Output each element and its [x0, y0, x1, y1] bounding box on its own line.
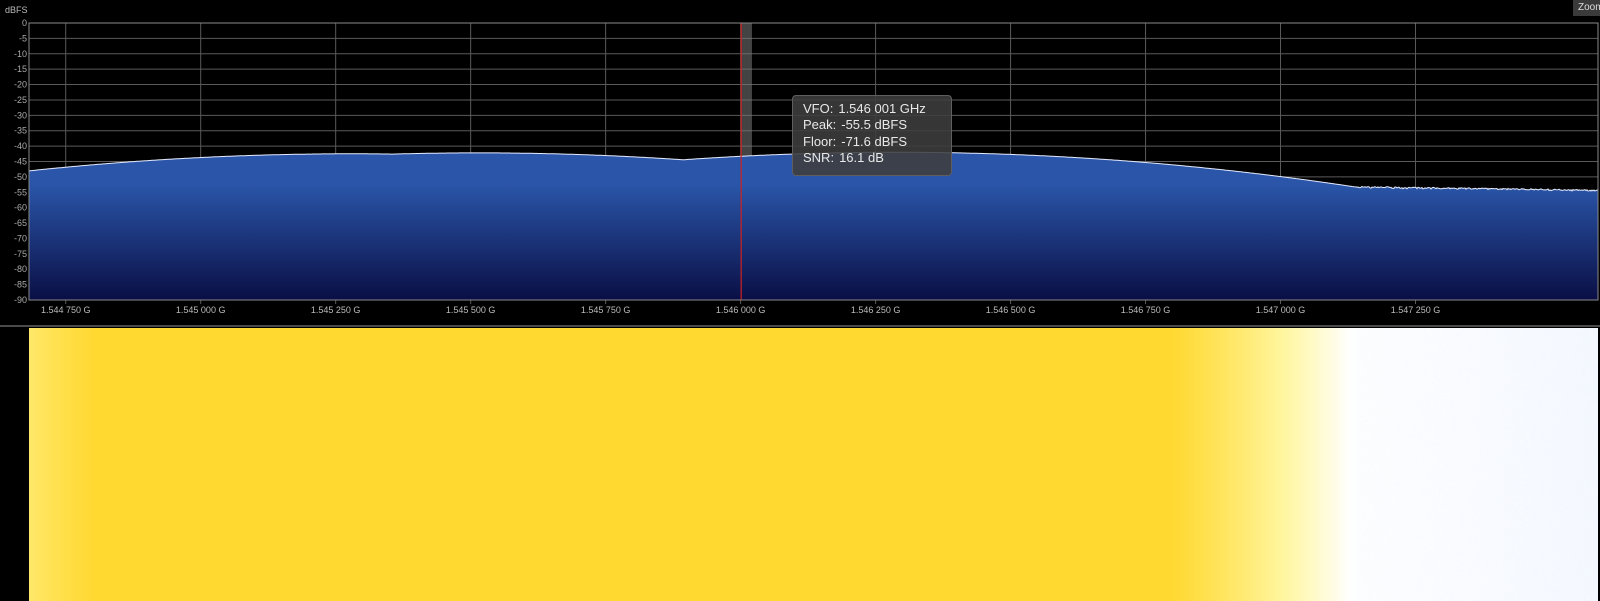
x-tick-label: 1.545 500 G	[446, 305, 496, 315]
x-tick-label: 1.546 750 G	[1121, 305, 1171, 315]
y-tick-label: -80	[14, 264, 27, 274]
floor-value: -71.6 dBFS	[841, 133, 907, 149]
x-tick-labels: 1.544 750 G 1.545 000 G 1.545 250 G 1.545 5…	[41, 305, 1440, 315]
spectrum-fill	[29, 152, 1598, 300]
spectrum-waterfall-divider[interactable]	[0, 325, 1600, 327]
y-tick-label: -90	[14, 295, 27, 305]
x-tick-label: 1.545 000 G	[176, 305, 226, 315]
y-tick-label: -65	[14, 218, 27, 228]
floor-row: Floor: -71.6 dBFS	[803, 134, 951, 150]
x-tick-label: 1.546 250 G	[851, 305, 901, 315]
y-tick-label: 0	[22, 18, 27, 28]
y-tick-label: -45	[14, 157, 27, 167]
peak-label: Peak:	[803, 117, 837, 133]
y-tick-labels: 0 -5 -10 -15 -20 -25 -30 -35 -40 -45 -50 -55 -60 -65 -…	[14, 18, 27, 305]
x-tick-label: 1.546 500 G	[986, 305, 1036, 315]
y-axis-label: dBFS	[5, 5, 28, 15]
y-tick-label: -10	[14, 49, 27, 59]
x-tick-label: 1.546 000 G	[716, 305, 766, 315]
peak-value: -55.5 dBFS	[841, 117, 908, 133]
y-tick-label: -55	[14, 187, 27, 197]
y-tick-label: -30	[14, 110, 27, 120]
x-tick-label: 1.547 000 G	[1256, 305, 1306, 315]
zoom-button[interactable]: Zoom	[1573, 0, 1600, 16]
y-tick-label: -5	[19, 33, 27, 43]
y-tick-label: -40	[14, 141, 27, 151]
y-tick-label: -20	[14, 80, 27, 90]
vfo-info-tooltip: VFO: 1.546 001 GHz Peak: -55.5 dBFS Floor:…	[792, 95, 952, 176]
x-tick-label: 1.545 250 G	[311, 305, 361, 315]
vfo-label: VFO:	[803, 101, 834, 116]
x-tick-label: 1.547 250 G	[1391, 305, 1441, 315]
floor-label: Floor:	[803, 133, 837, 149]
y-tick-label: -85	[14, 280, 27, 290]
y-tick-label: -50	[14, 172, 27, 182]
snr-row: SNR: 16.1 dB	[803, 150, 951, 166]
y-tick-label: -15	[14, 64, 27, 74]
spectrum-chart[interactable]: dBFS 0 -5 -10 -15 -20 -25 -30 -35 -40 -45 -50 -55 -6…	[0, 0, 1600, 326]
y-tick-label: -25	[14, 95, 27, 105]
y-tick-label: -60	[14, 203, 27, 213]
vfo-row: VFO: 1.546 001 GHz	[803, 101, 951, 117]
y-tick-label: -75	[14, 249, 27, 259]
waterfall-display[interactable]	[29, 328, 1598, 601]
y-tick-label: -70	[14, 233, 27, 243]
x-tick-label: 1.545 750 G	[581, 305, 631, 315]
vfo-value: 1.546 001 GHz	[838, 101, 926, 116]
peak-row: Peak: -55.5 dBFS	[803, 117, 951, 133]
y-tick-label: -35	[14, 126, 27, 136]
snr-label: SNR:	[803, 150, 835, 166]
plot-frame	[28, 22, 1599, 301]
x-tick-label: 1.544 750 G	[41, 305, 91, 315]
snr-value: 16.1 dB	[839, 150, 884, 166]
